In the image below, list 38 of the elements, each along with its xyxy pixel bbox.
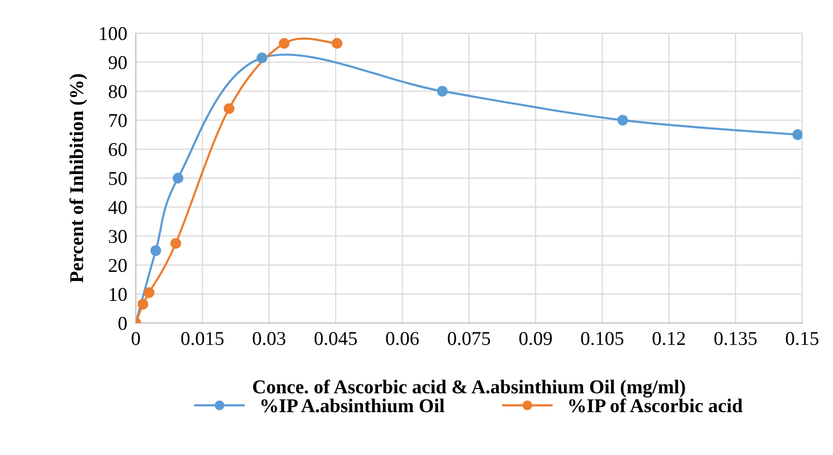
point xyxy=(172,172,184,184)
point xyxy=(224,103,234,114)
point xyxy=(436,86,448,97)
x-tick-label: 0.03 xyxy=(252,332,286,346)
point xyxy=(332,38,342,49)
x-tick-label: 0.075 xyxy=(448,332,490,346)
y-tick-label: 30 xyxy=(108,230,127,244)
x-tick-label: 0.135 xyxy=(714,332,757,346)
y-tick-label: 90 xyxy=(108,56,127,70)
x-tick-label: 0.015 xyxy=(181,332,224,346)
point xyxy=(144,287,154,298)
x-tick-label: 0.12 xyxy=(652,332,685,346)
y-tick-label: 70 xyxy=(109,114,127,128)
x-tick-label: 0.09 xyxy=(519,332,552,346)
y-tick-label: 50 xyxy=(109,172,127,186)
point xyxy=(170,238,182,249)
point xyxy=(256,52,268,64)
x-tick-label: 0 xyxy=(132,332,140,346)
y-tick-label: 40 xyxy=(108,200,127,214)
x-axis-title: Conce. of Ascorbic acid & A.absinthium Oil (mg/ml) xyxy=(253,380,685,398)
x-tick-label: 0.06 xyxy=(386,332,419,346)
point xyxy=(150,245,162,256)
point xyxy=(792,129,802,140)
y-tick-label: 100 xyxy=(100,27,127,40)
x-tick-label: 0.15 xyxy=(786,332,818,346)
y-tick-label: 10 xyxy=(110,288,127,302)
point xyxy=(617,114,628,126)
legend-label: %IP of Ascorbic acid xyxy=(569,398,743,412)
y-axis-title: Percent of Inhibition (%) xyxy=(69,74,88,283)
y-tick-label: 20 xyxy=(108,258,127,272)
y-tick-label: 80 xyxy=(108,85,127,98)
x-tick-label: 0.045 xyxy=(314,332,357,346)
legend-label: %IP A.absinthium Oil xyxy=(261,398,444,412)
point xyxy=(278,38,290,49)
y-tick-label: 60 xyxy=(108,142,127,156)
x-tick-label: 0.105 xyxy=(581,332,624,346)
point xyxy=(138,298,148,310)
y-tick-label: 0 xyxy=(118,316,127,330)
